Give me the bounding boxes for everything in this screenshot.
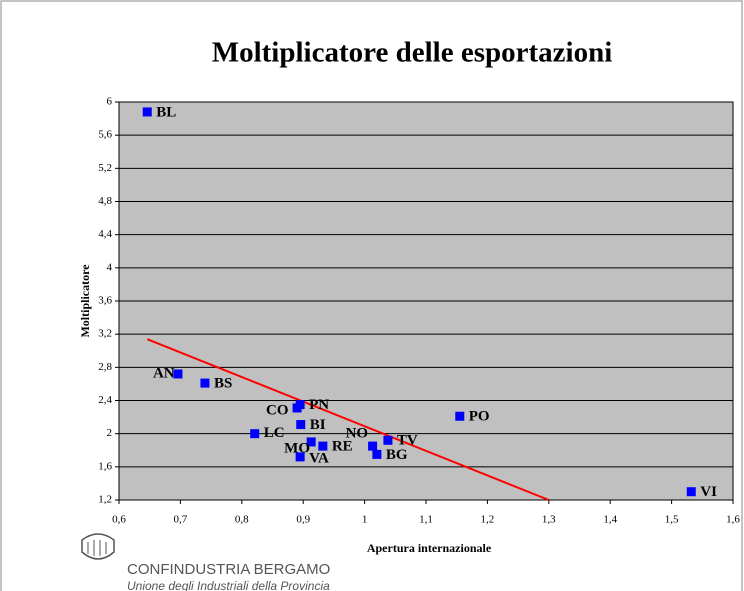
y-tick-label: 1,6 xyxy=(98,460,112,472)
point xyxy=(306,437,316,447)
point xyxy=(295,452,305,462)
point-label: PN xyxy=(309,397,329,413)
point xyxy=(173,369,183,379)
point-label: LC xyxy=(264,425,285,441)
point xyxy=(295,400,305,410)
point-label: PO xyxy=(469,409,490,425)
point xyxy=(296,420,306,430)
x-tick-label: 1,3 xyxy=(542,514,556,526)
point-label: AN xyxy=(153,365,175,381)
point xyxy=(368,441,378,451)
point xyxy=(142,107,152,117)
y-tick-label: 5,6 xyxy=(98,129,112,141)
x-tick-label: 0,7 xyxy=(174,514,188,526)
point xyxy=(318,441,328,451)
y-tick-label: 4,8 xyxy=(98,195,112,207)
point-label: BI xyxy=(310,417,326,433)
x-tick-label: 1,6 xyxy=(726,514,740,526)
x-tick-label: 0,8 xyxy=(235,514,249,526)
y-tick-label: 2,8 xyxy=(98,361,112,373)
point-label: CO xyxy=(266,402,289,418)
point xyxy=(200,378,210,388)
logo-icon xyxy=(81,533,115,560)
logo-subtitle: Unione degli Industriali della Provincia xyxy=(127,579,330,591)
x-tick-label: 1,1 xyxy=(419,514,433,526)
point-label: NO xyxy=(346,426,369,442)
point-label: BL xyxy=(156,104,176,120)
point-label: VA xyxy=(309,450,329,466)
y-tick-label: 1,2 xyxy=(98,494,112,506)
point-label: TV xyxy=(397,433,418,449)
logo-icon-lines xyxy=(87,540,107,556)
y-tick-label: 5,2 xyxy=(98,162,112,174)
logo-title: CONFINDUSTRIA BERGAMO xyxy=(127,561,330,578)
x-tick-label: 1,5 xyxy=(665,514,679,526)
point xyxy=(455,411,465,421)
point-label: VI xyxy=(700,484,717,500)
x-tick-label: 1,4 xyxy=(603,514,617,526)
y-axis-label: Moltiplicatore xyxy=(78,264,92,338)
x-axis-label: Apertura internazionale xyxy=(367,541,492,555)
x-tick-label: 1,2 xyxy=(481,514,495,526)
y-tick-label: 4 xyxy=(107,261,113,273)
x-tick-label: 1 xyxy=(362,514,368,526)
chart-title: Moltiplicatore delle esportazioni xyxy=(212,37,613,69)
point-label: BS xyxy=(214,376,232,392)
y-tick-label: 2,4 xyxy=(98,394,112,406)
y-tick-label: 2 xyxy=(107,427,113,439)
logo: CONFINDUSTRIA BERGAMO Unione degli Indus… xyxy=(81,533,330,591)
x-tick-label: 0,6 xyxy=(112,514,126,526)
point-label: BG xyxy=(386,447,408,463)
y-tick-label: 6 xyxy=(107,96,113,108)
point xyxy=(383,435,393,445)
point xyxy=(372,449,382,459)
y-tick-label: 4,4 xyxy=(98,228,112,240)
y-tick-label: 3,2 xyxy=(98,328,112,340)
y-tick-label: 3,6 xyxy=(98,295,112,307)
point xyxy=(686,487,696,497)
point-label: RE xyxy=(332,439,353,455)
trendline xyxy=(146,338,550,501)
x-tick-label: 0,9 xyxy=(296,514,310,526)
point xyxy=(250,429,260,439)
